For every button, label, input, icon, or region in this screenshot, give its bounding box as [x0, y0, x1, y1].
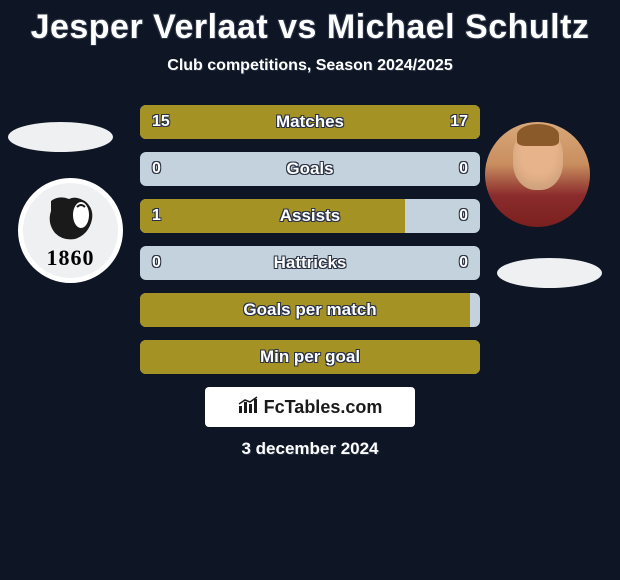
- branding-text: FcTables.com: [264, 397, 383, 418]
- left-club-logo: 1860: [18, 178, 123, 283]
- stat-bar-left: [140, 199, 405, 233]
- branding-badge: FcTables.com: [205, 387, 415, 427]
- stat-row: Goals per match: [140, 293, 480, 327]
- right-club-logo-placeholder: [497, 258, 602, 288]
- avatar-inner: [485, 122, 590, 227]
- left-player-avatar-placeholder: [8, 122, 113, 152]
- stat-row: Min per goal: [140, 340, 480, 374]
- snapshot-date: 3 december 2024: [0, 439, 620, 459]
- stat-value-right: 0: [459, 207, 468, 225]
- club-founding-year: 1860: [41, 247, 101, 269]
- stat-value-left: 0: [152, 254, 161, 272]
- stat-row: 1517Matches: [140, 105, 480, 139]
- page-title: Jesper Verlaat vs Michael Schultz: [0, 8, 620, 47]
- hair-shape: [517, 124, 559, 146]
- comparison-infographic: Jesper Verlaat vs Michael Schultz Club c…: [0, 0, 620, 580]
- stat-bar-right: [300, 105, 480, 139]
- stat-row: 10Assists: [140, 199, 480, 233]
- stat-row: 0 0Goals: [140, 152, 480, 186]
- stat-row: 0 0Hattricks: [140, 246, 480, 280]
- club-logo-inner: 1860: [41, 193, 101, 269]
- stat-value-right: 0: [459, 160, 468, 178]
- stat-bar-left: [140, 340, 480, 374]
- stat-value-left: 0: [152, 160, 161, 178]
- stats-container: 1517Matches00Goals10Assists00HattricksGo…: [140, 105, 480, 374]
- stat-bar-left: [140, 105, 300, 139]
- season-subtitle: Club competitions, Season 2024/2025: [0, 57, 620, 75]
- stat-label: Hattricks: [140, 253, 480, 273]
- stat-label: Goals: [140, 159, 480, 179]
- face-shape: [513, 130, 563, 190]
- lion-crest-icon: [41, 193, 101, 243]
- chart-icon: [238, 396, 260, 419]
- stat-bar-left: [140, 293, 470, 327]
- right-player-avatar: [485, 122, 590, 227]
- stat-value-right: 0: [459, 254, 468, 272]
